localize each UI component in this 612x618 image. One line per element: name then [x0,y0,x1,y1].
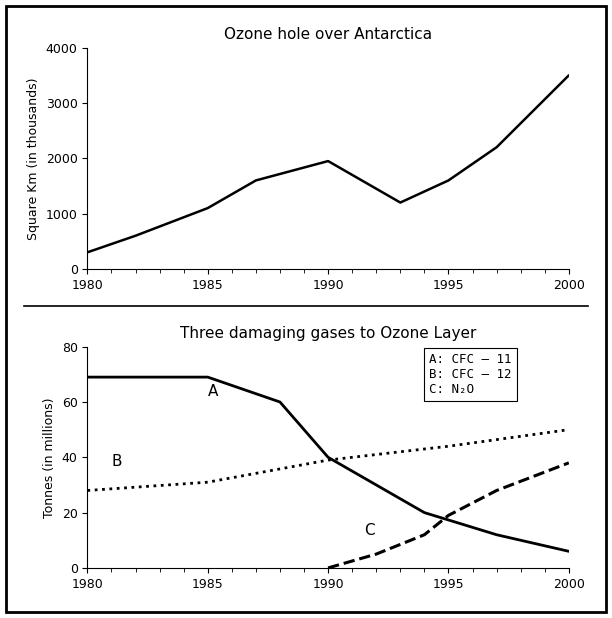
Text: A: A [207,384,218,399]
Y-axis label: Square Km (in thousands): Square Km (in thousands) [28,77,40,240]
Text: C: C [364,523,375,538]
Y-axis label: Tonnes (in millions): Tonnes (in millions) [43,397,56,517]
Title: Ozone hole over Antarctica: Ozone hole over Antarctica [224,27,432,43]
Text: A: CFC – 11
B: CFC – 12
C: N₂O: A: CFC – 11 B: CFC – 12 C: N₂O [429,353,512,396]
Text: B: B [111,454,122,468]
Title: Three damaging gases to Ozone Layer: Three damaging gases to Ozone Layer [180,326,476,341]
